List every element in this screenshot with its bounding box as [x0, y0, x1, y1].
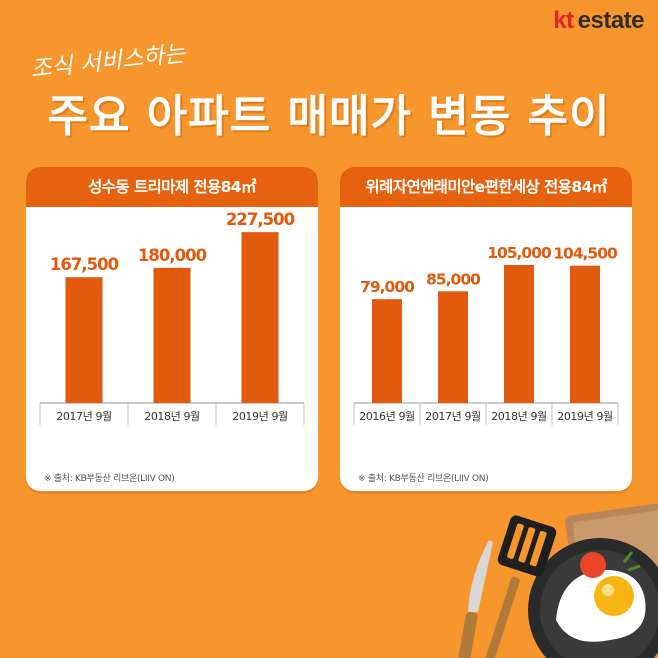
data-label: 180,000	[138, 246, 207, 265]
bar	[153, 267, 191, 403]
chart-title: 위례자연앤래미안e편한세상 전용84㎡	[340, 167, 632, 207]
bar-chart-wirye: 79,000 2016년 9월 85,000 2017년 9월 105,000 2018년…	[353, 244, 619, 425]
logo-estate: estate	[577, 7, 645, 34]
chart-panel-wirye: 위례자연앤래미안e편한세상 전용84㎡ 79,000 2016년 9월 85,000…	[340, 167, 632, 491]
bar	[504, 265, 534, 403]
bar	[65, 277, 103, 403]
knife-icon	[458, 540, 493, 658]
logo-kt: kt	[553, 7, 574, 34]
bar	[372, 299, 402, 403]
tick-label: 2016년 9월	[359, 410, 415, 423]
bar	[438, 291, 468, 403]
source-note: ※ 출처: KB부동산 리브온(LIIV ON)	[44, 474, 175, 484]
tick-label: 2017년 9월	[425, 410, 481, 423]
main-title: 주요 아파트 매매가 변동 추이	[47, 91, 611, 142]
bar	[570, 265, 600, 403]
tick-label: 2019년 9월	[557, 410, 613, 423]
frying-pan-icon	[528, 538, 658, 658]
data-label: 85,000	[426, 270, 481, 288]
data-label: 79,000	[360, 278, 415, 296]
data-label: 105,000	[487, 244, 552, 262]
data-label: 167,500	[50, 255, 119, 274]
kt-estate-logo: kt estate	[553, 7, 644, 35]
data-label: 227,500	[226, 210, 295, 229]
bar	[241, 232, 279, 403]
data-label: 104,500	[553, 245, 618, 263]
tick-label: 2019년 9월	[232, 410, 288, 423]
chart-title: 성수동 트리마제 전용84㎡	[26, 167, 318, 207]
chart-panel-seongsu: 성수동 트리마제 전용84㎡ 167,500 2017년 9월 180,000 201…	[26, 167, 318, 491]
tick-label: 2018년 9월	[491, 410, 547, 423]
bar-chart-seongsu: 167,500 2017년 9월 180,000 2018년 9월 227,500 201…	[39, 210, 305, 425]
tick-label: 2018년 9월	[144, 410, 200, 423]
spatula-icon	[485, 515, 557, 658]
source-note: ※ 출처: KB부동산 리브온(LIIV ON)	[358, 474, 489, 484]
tick-label: 2017년 9월	[56, 410, 112, 423]
